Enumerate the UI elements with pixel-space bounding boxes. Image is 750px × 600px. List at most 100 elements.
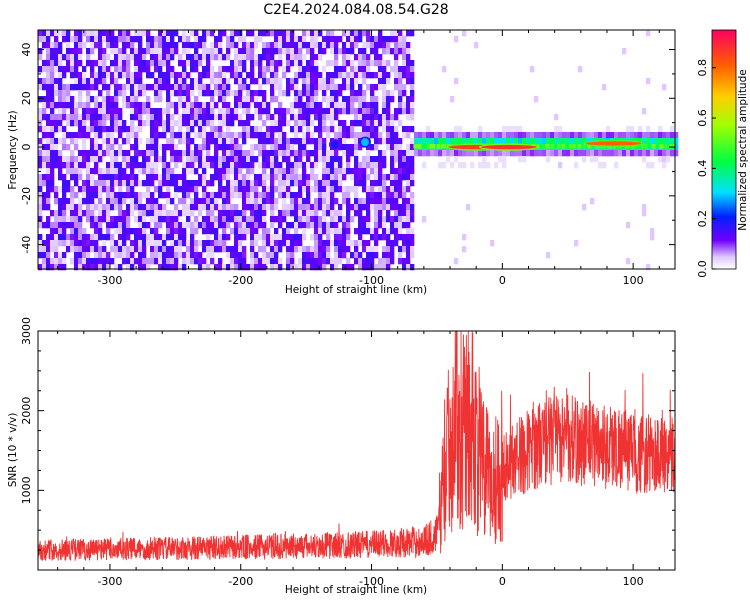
signal-band-cell (565, 144, 568, 149)
heatmap-cell (186, 120, 191, 127)
heatmap-cell (106, 198, 111, 205)
heatmap-cell (262, 78, 267, 85)
heatmap-cell (66, 246, 71, 253)
heatmap-cell (398, 234, 403, 241)
heatmap-cell (74, 78, 79, 85)
heatmap-cell (294, 96, 299, 103)
heatmap-cell (358, 252, 363, 259)
heatmap-cell (322, 258, 327, 265)
heatmap-cell (182, 162, 187, 169)
heatmap-cell (354, 36, 359, 43)
heatmap-cell (406, 246, 411, 253)
heatmap-cell (62, 126, 67, 133)
heatmap-cell (38, 216, 43, 223)
heatmap-cell (314, 30, 319, 37)
heatmap-cell (150, 252, 155, 259)
heatmap-cell (230, 36, 235, 43)
heatmap-cell (230, 246, 235, 253)
heatmap-cell (122, 60, 127, 67)
heatmap-cell (78, 96, 83, 103)
heatmap-cell (330, 126, 335, 133)
heatmap-cell (650, 132, 655, 139)
heatmap-cell (330, 186, 335, 193)
heatmap-cell (146, 84, 151, 91)
heatmap-cell (178, 102, 183, 109)
heatmap-cell (578, 150, 583, 157)
heatmap-cell (166, 66, 171, 73)
heatmap-cell (138, 48, 143, 55)
heatmap-cell (166, 144, 171, 151)
heatmap-cell (94, 252, 99, 259)
heatmap-cell (106, 264, 111, 271)
heatmap-cell (294, 84, 299, 91)
heatmap-cell (106, 108, 111, 115)
heatmap-cell (394, 234, 399, 241)
heatmap-cell (154, 186, 159, 193)
heatmap-cell (326, 36, 331, 43)
heatmap-cell (202, 84, 207, 91)
heatmap-cell (110, 258, 115, 265)
heatmap-cell (254, 96, 259, 103)
heatmap-cell (114, 120, 119, 127)
heatmap-cell (66, 30, 71, 37)
heatmap-cell (334, 96, 339, 103)
heatmap-cell (310, 252, 315, 259)
heatmap-cell (358, 168, 363, 175)
heatmap-cell (118, 132, 123, 139)
heatmap-cell (230, 90, 235, 97)
heatmap-cell (86, 246, 91, 253)
heatmap-cell (354, 162, 359, 169)
heatmap-cell (310, 102, 315, 109)
heatmap-cell (162, 108, 167, 115)
heatmap-cell (350, 36, 355, 43)
heatmap-cell (174, 48, 179, 55)
heatmap-cell (406, 102, 411, 109)
heatmap-cell (198, 252, 203, 259)
heatmap-cell (70, 108, 75, 115)
heatmap-cell (126, 192, 131, 199)
heatmap-cell (402, 42, 407, 49)
heatmap-cell (130, 114, 135, 121)
heatmap-cell (366, 210, 371, 217)
heatmap-cell (66, 114, 71, 121)
heatmap-cell (66, 120, 71, 127)
heatmap-cell (410, 150, 415, 157)
heatmap-cell (242, 138, 247, 145)
heatmap-cell (362, 96, 367, 103)
heatmap-cell (254, 126, 259, 133)
heatmap-cell (126, 252, 131, 259)
heatmap-cell (650, 162, 655, 169)
heatmap-cell (278, 264, 283, 271)
heatmap-cell (190, 156, 195, 163)
heatmap-cell (202, 90, 207, 97)
heatmap-cell (170, 234, 175, 241)
heatmap-cell (278, 138, 283, 145)
heatmap-cell (350, 48, 355, 55)
heatmap-cell (274, 240, 279, 247)
heatmap-cell (150, 114, 155, 121)
heatmap-cell (274, 204, 279, 211)
heatmap-cell (594, 156, 599, 163)
heatmap-cell (354, 168, 359, 175)
heatmap-cell (370, 42, 375, 49)
heatmap-cell (70, 258, 75, 265)
heatmap-cell (310, 30, 315, 37)
heatmap-cell (98, 48, 103, 55)
heatmap-cell (338, 90, 343, 97)
heatmap-cell (226, 264, 231, 271)
heatmap-cell (142, 192, 147, 199)
heatmap-cell (246, 180, 251, 187)
heatmap-cell (186, 186, 191, 193)
heatmap-cell (398, 138, 403, 145)
heatmap-cell (206, 228, 211, 235)
heatmap-cell (114, 48, 119, 55)
heatmap-cell (358, 210, 363, 217)
heatmap-cell (182, 210, 187, 217)
heatmap-cell (250, 144, 255, 151)
heatmap-cell (70, 102, 75, 109)
heatmap-cell (194, 216, 199, 223)
heatmap-cell (330, 228, 335, 235)
heatmap-cell (86, 186, 91, 193)
heatmap-cell (310, 54, 315, 61)
heatmap-cell (258, 72, 263, 79)
